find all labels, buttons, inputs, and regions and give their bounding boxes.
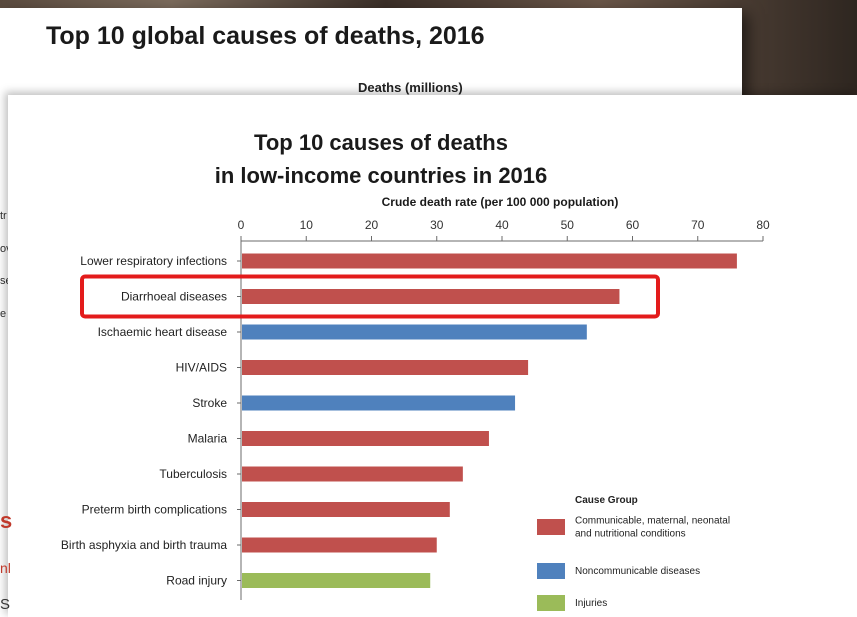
background-slide-title: Top 10 global causes of deaths, 2016 [46, 22, 485, 50]
legend-swatch [537, 595, 565, 611]
category-label: Ischaemic heart disease [98, 325, 228, 339]
bar [242, 253, 737, 269]
legend-swatch [537, 563, 565, 579]
category-label: Malaria [188, 432, 228, 446]
x-tick-label: 50 [561, 218, 575, 232]
edge-text-fragment: e [0, 308, 7, 320]
category-label: Lower respiratory infections [80, 254, 227, 268]
chart-title-line: Top 10 causes of deaths [254, 130, 508, 155]
edge-text-fragment: tr [0, 210, 7, 222]
bar-chart: Top 10 causes of deaths in low-income cou… [61, 130, 770, 611]
bar [242, 502, 450, 517]
category-label: Birth asphyxia and birth trauma [61, 538, 227, 552]
category-label: Preterm birth complications [82, 503, 227, 517]
bar [242, 395, 516, 411]
category-label: Road injury [166, 574, 227, 588]
edge-text-fragment: ov [0, 243, 12, 255]
background-slide-axis-label: Deaths (millions) [358, 80, 463, 95]
bar [242, 466, 463, 482]
bar [242, 289, 620, 304]
bar [242, 324, 587, 340]
category-label: HIV/AIDS [176, 361, 227, 375]
peek-red-letter: s [0, 508, 13, 533]
x-tick-label: 40 [495, 218, 509, 232]
bar [242, 431, 489, 446]
legend-swatch [537, 519, 565, 535]
legend-title: Cause Group [575, 495, 638, 506]
front-slide: Top 10 causes of deaths in low-income cou… [8, 95, 857, 617]
legend-label: and nutritional conditions [575, 529, 686, 540]
bar [242, 360, 529, 375]
x-tick-label: 80 [756, 218, 770, 232]
legend-label: Injuries [575, 598, 607, 609]
legend-label: Noncommunicable diseases [575, 566, 700, 577]
peek-red-fragment: nl [0, 560, 11, 576]
edge-text-fragment: se [0, 275, 12, 287]
bar [242, 537, 437, 553]
highlight-box [80, 274, 660, 319]
x-tick-label: 10 [300, 218, 314, 232]
category-label: Tuberculosis [159, 467, 227, 481]
x-tick-label: 30 [430, 218, 444, 232]
x-tick-label: 60 [626, 218, 640, 232]
bar [242, 573, 431, 588]
category-label: Diarrhoeal diseases [121, 290, 227, 304]
x-tick-label: 70 [691, 218, 705, 232]
x-tick-label: 0 [238, 218, 245, 232]
legend-label: Communicable, maternal, neonatal [575, 516, 730, 527]
x-tick-label: 20 [365, 218, 379, 232]
chart-title-line: in low-income countries in 2016 [215, 163, 548, 188]
peek-dark-fragment: S [0, 596, 11, 613]
x-axis-label: Crude death rate (per 100 000 population… [382, 195, 619, 209]
category-label: Stroke [192, 396, 227, 410]
